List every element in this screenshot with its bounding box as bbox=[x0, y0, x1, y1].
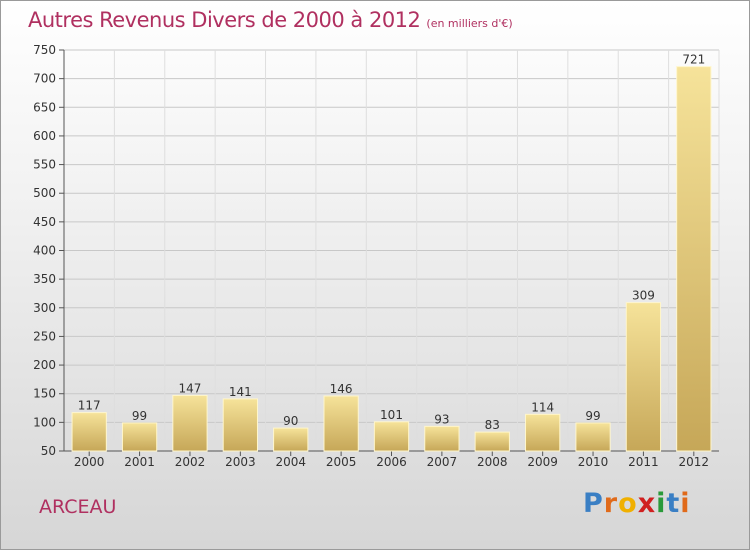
logo-letter: r bbox=[603, 488, 619, 519]
y-tick-label: 250 bbox=[33, 329, 56, 343]
data-label: 93 bbox=[434, 412, 449, 426]
data-label: 117 bbox=[78, 399, 101, 413]
bar bbox=[575, 422, 611, 452]
bar bbox=[625, 302, 662, 452]
data-label: 90 bbox=[283, 414, 298, 428]
axes: 50 100 150 200 250 300 350 400 450 500 550 600 650 70… bbox=[33, 43, 719, 469]
y-tick-label: 700 bbox=[33, 72, 56, 86]
chart-subtitle: (en milliers d'€) bbox=[426, 17, 513, 30]
bar bbox=[525, 413, 561, 452]
y-tick-label: 650 bbox=[33, 100, 56, 114]
x-tick-label: 2012 bbox=[679, 455, 710, 469]
data-label: 99 bbox=[585, 409, 600, 423]
data-label: 99 bbox=[132, 409, 147, 423]
data-label: 101 bbox=[380, 408, 403, 422]
x-tick-label: 2009 bbox=[527, 455, 558, 469]
x-tick-label: 2011 bbox=[628, 455, 659, 469]
x-tick-label: 2005 bbox=[326, 455, 357, 469]
x-tick-label: 2004 bbox=[275, 455, 306, 469]
y-tick-label: 450 bbox=[33, 215, 56, 229]
bar bbox=[424, 425, 460, 452]
bar bbox=[172, 394, 208, 452]
y-tick-label: 100 bbox=[33, 415, 56, 429]
logo-letter: P bbox=[583, 488, 604, 519]
data-label: 114 bbox=[531, 400, 554, 414]
data-label: 309 bbox=[632, 289, 655, 303]
x-tick-label: 2001 bbox=[124, 455, 155, 469]
bar bbox=[222, 398, 258, 452]
data-label: 721 bbox=[682, 53, 705, 67]
bar bbox=[474, 431, 510, 452]
logo-letter: i bbox=[680, 488, 691, 519]
y-tick-label: 550 bbox=[33, 158, 56, 172]
location-label: ARCEAU bbox=[39, 496, 117, 518]
data-label: 147 bbox=[179, 381, 202, 395]
data-label: 146 bbox=[330, 382, 353, 396]
x-tick-label: 2006 bbox=[376, 455, 407, 469]
chart-title: Autres Revenus Divers de 2000 à 2012 (en … bbox=[28, 8, 513, 32]
x-tick-label: 2003 bbox=[225, 455, 256, 469]
x-tick-label: 2000 bbox=[74, 455, 105, 469]
bar bbox=[273, 427, 309, 452]
bar bbox=[373, 421, 410, 452]
x-tick-label: 2008 bbox=[477, 455, 508, 469]
logo-letter: t bbox=[666, 488, 681, 519]
logo-letter: o bbox=[618, 488, 638, 519]
bars bbox=[71, 66, 712, 452]
bar bbox=[121, 422, 158, 452]
bar bbox=[71, 412, 107, 452]
bar bbox=[676, 66, 712, 452]
y-tick-label: 200 bbox=[33, 358, 56, 372]
y-tick-label: 350 bbox=[33, 272, 56, 286]
x-tick-label: 2010 bbox=[578, 455, 609, 469]
y-tick-label: 600 bbox=[33, 129, 56, 143]
bar bbox=[323, 395, 359, 452]
logo-letter: i bbox=[656, 488, 667, 519]
data-label: 141 bbox=[229, 385, 252, 399]
y-tick-label: 150 bbox=[33, 387, 56, 401]
grid bbox=[63, 49, 720, 452]
y-tick-label: 50 bbox=[41, 444, 56, 458]
x-tick-label: 2002 bbox=[175, 455, 206, 469]
logo-letter: x bbox=[637, 488, 657, 519]
y-tick-label: 400 bbox=[33, 244, 56, 258]
y-tick-label: 750 bbox=[33, 43, 56, 57]
x-tick-label: 2007 bbox=[427, 455, 458, 469]
y-tick-label: 300 bbox=[33, 301, 56, 315]
y-tick-label: 500 bbox=[33, 186, 56, 200]
proxiti-logo: Proxiti bbox=[583, 488, 691, 519]
data-labels: 117 99 147 141 90 146 101 93 83 114 99 309 721 bbox=[78, 53, 706, 432]
data-label: 83 bbox=[485, 418, 500, 432]
